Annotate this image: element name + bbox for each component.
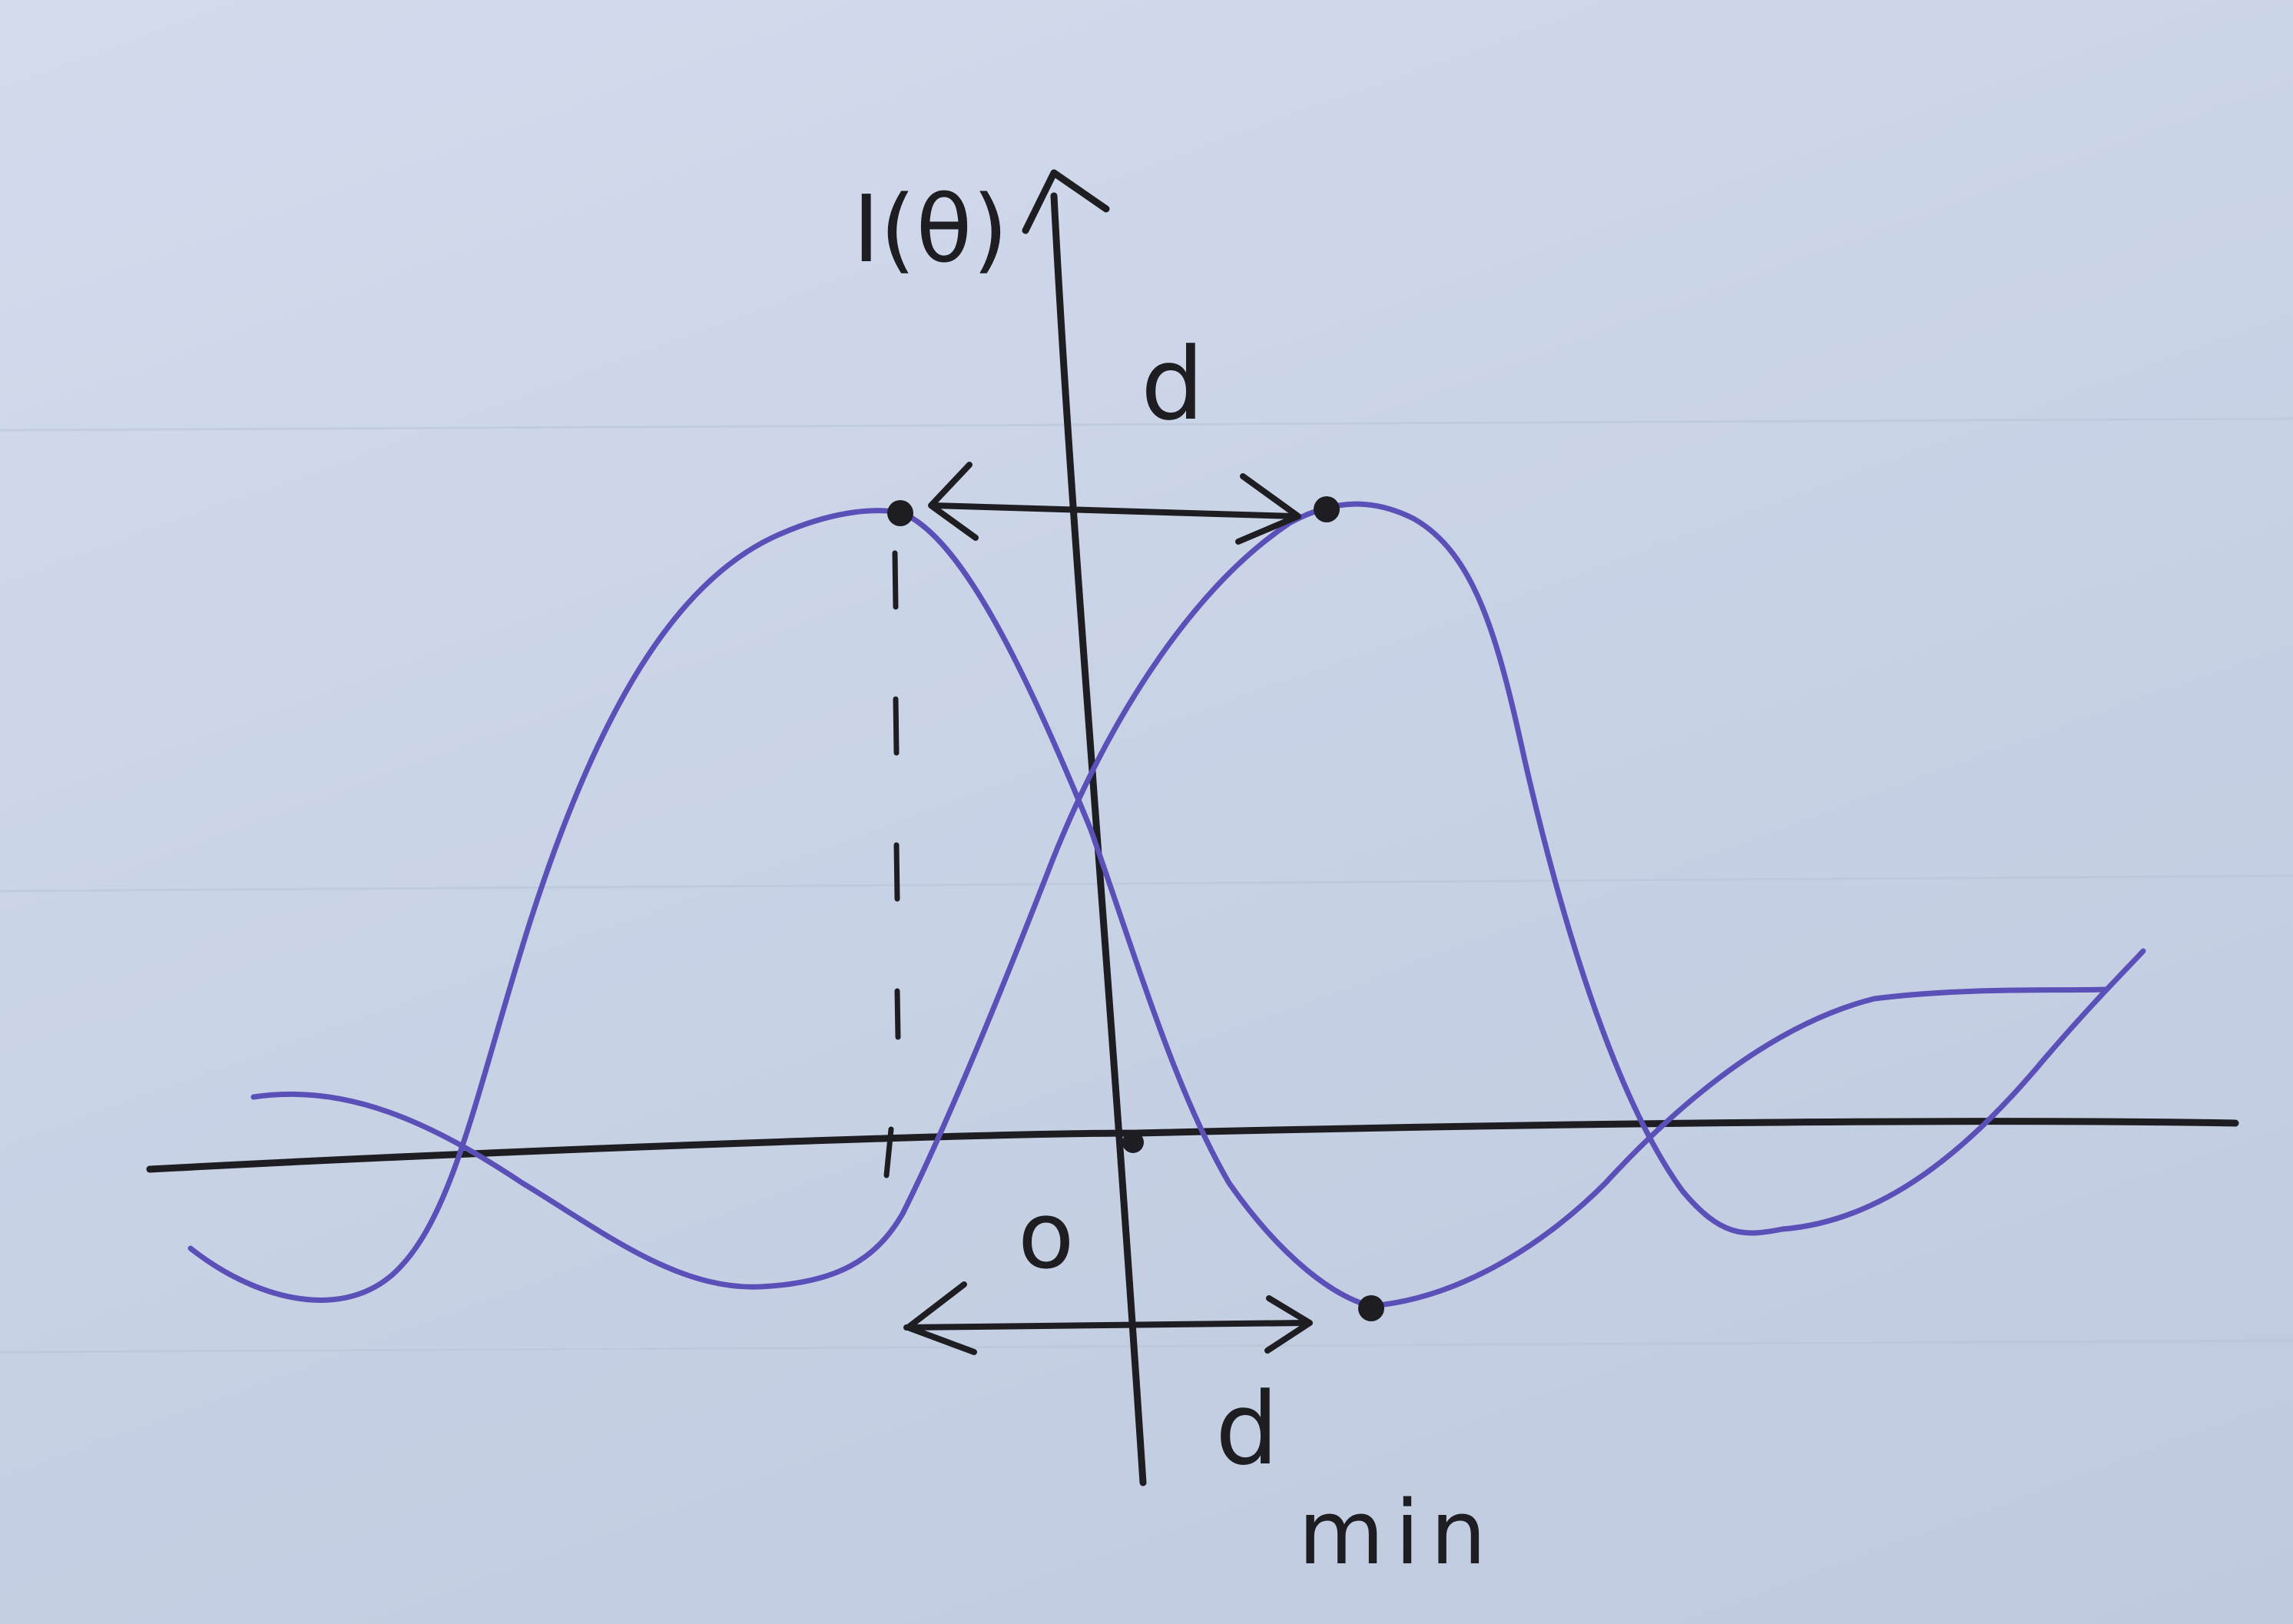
origin-point [1122, 1132, 1144, 1153]
paper-rules [0, 417, 2293, 1354]
y-axis-label: I(θ) [853, 177, 1008, 283]
origin-label: o [1018, 1183, 1074, 1290]
bottom-separation-subscript: min [1298, 1482, 1497, 1585]
y-axis-arrowhead [1022, 169, 1110, 234]
y-axis [1050, 192, 1147, 1486]
right-peak-point [1314, 496, 1340, 522]
top-separation-arrow [928, 462, 1301, 545]
top-separation-label: d [1141, 326, 1204, 442]
bottom-separation-label: d [1215, 1370, 1279, 1487]
left-peak-point [887, 500, 913, 526]
left-intensity-curve [187, 508, 2108, 1309]
minimum-point [1358, 1295, 1384, 1321]
peak-dashed-line [883, 550, 901, 1178]
bottom-separation-arrow [903, 1281, 1313, 1355]
